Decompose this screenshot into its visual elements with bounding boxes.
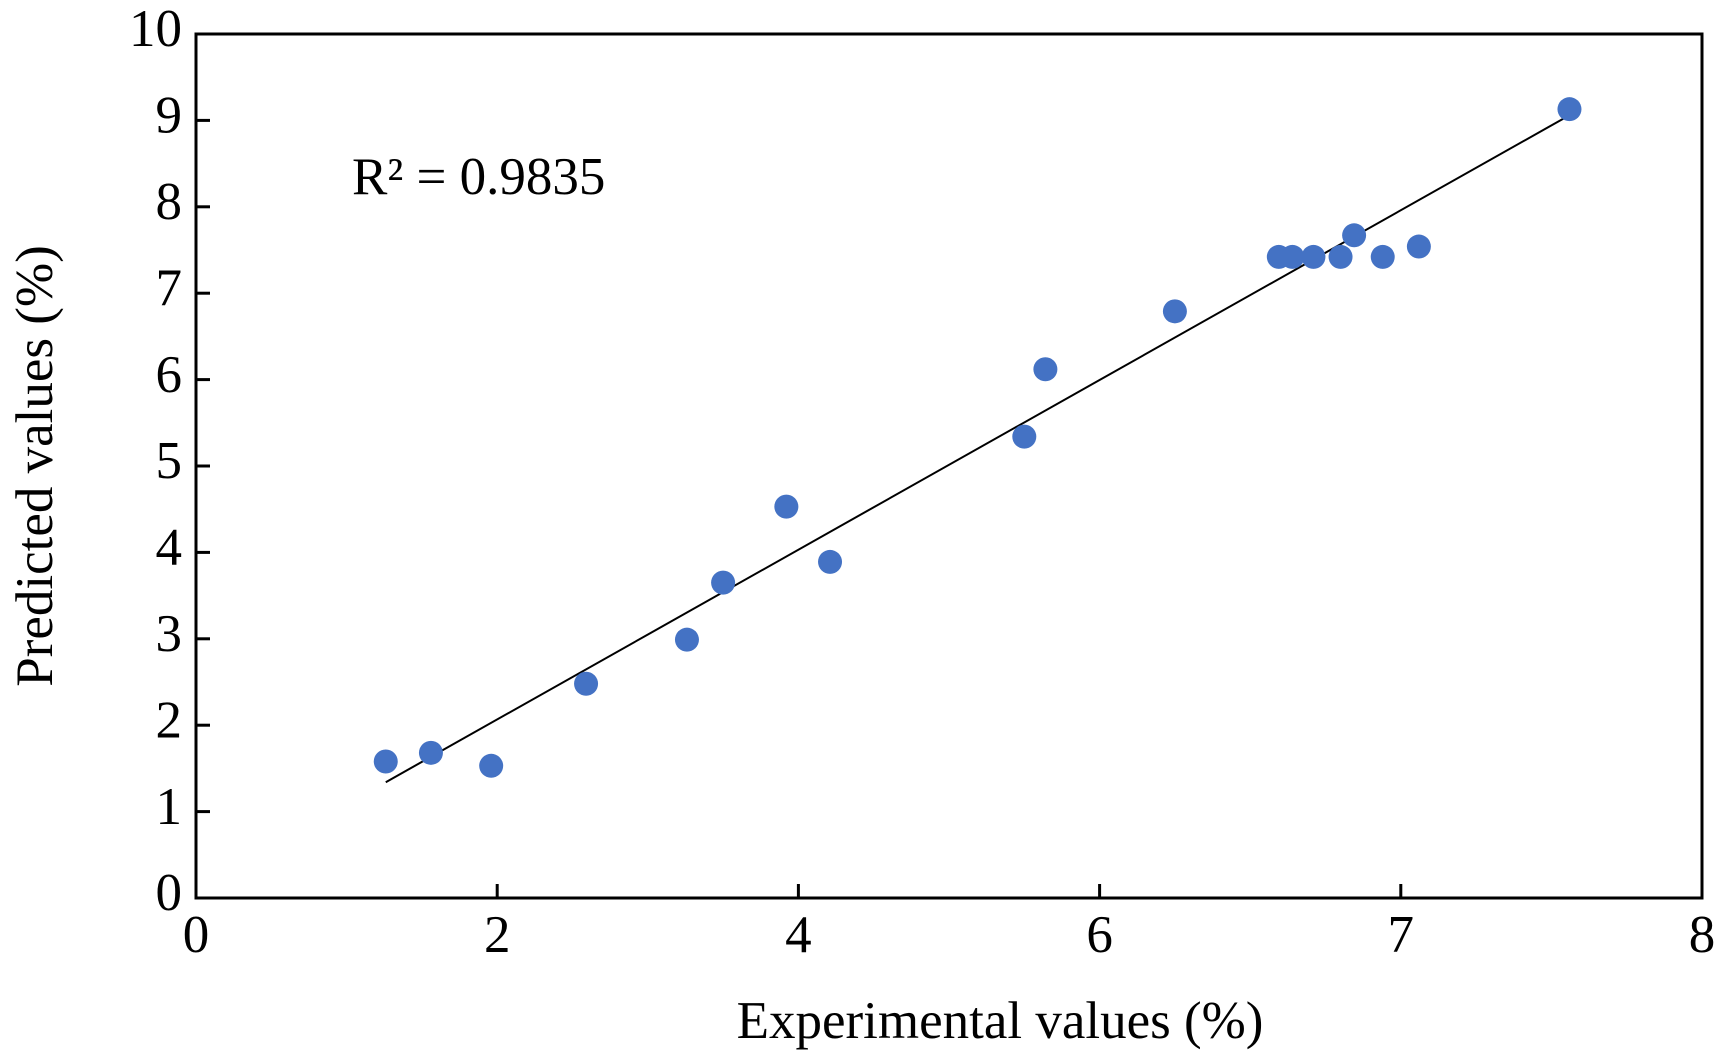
y-tick-label: 7 <box>156 259 183 317</box>
x-tick-label: 4 <box>785 906 812 964</box>
data-point <box>1280 244 1305 269</box>
data-point <box>1342 223 1367 248</box>
x-tick-label: 8 <box>1689 906 1716 964</box>
trendline <box>385 114 1570 784</box>
y-tick-label: 5 <box>156 432 183 490</box>
data-point <box>1033 357 1058 382</box>
x-axis-label: Experimental values (%) <box>737 992 1264 1050</box>
data-point <box>479 753 504 778</box>
data-point <box>774 494 799 519</box>
data-point <box>373 749 398 774</box>
y-tick-label: 4 <box>156 519 183 577</box>
annotation: R² = 0.9835 <box>352 148 605 206</box>
y-tick-label: 6 <box>156 346 183 404</box>
data-point <box>1557 97 1582 122</box>
y-tick-label: 2 <box>156 691 183 749</box>
x-tick-label: 0 <box>183 906 210 964</box>
y-tick-label: 0 <box>156 864 183 922</box>
y-tick-label: 8 <box>156 173 183 231</box>
y-axis-label: Predicted values (%) <box>6 245 64 687</box>
data-point <box>818 549 843 574</box>
x-tick-label: 7 <box>1388 906 1415 964</box>
data-point <box>711 570 736 595</box>
data-point <box>674 627 699 652</box>
data-point <box>1301 244 1326 269</box>
x-tick-label: 6 <box>1086 906 1113 964</box>
data-point <box>1406 234 1431 259</box>
y-tick-label: 9 <box>156 87 183 145</box>
y-tick-label: 10 <box>129 0 182 58</box>
data-point <box>1012 424 1037 449</box>
data-point <box>574 671 599 696</box>
data-point <box>1328 244 1353 269</box>
x-tick-label: 2 <box>484 906 511 964</box>
data-point <box>418 740 443 765</box>
data-point <box>1162 299 1187 324</box>
y-tick-label: 3 <box>156 605 183 663</box>
y-tick-label: 1 <box>156 778 183 836</box>
data-point <box>1370 244 1395 269</box>
